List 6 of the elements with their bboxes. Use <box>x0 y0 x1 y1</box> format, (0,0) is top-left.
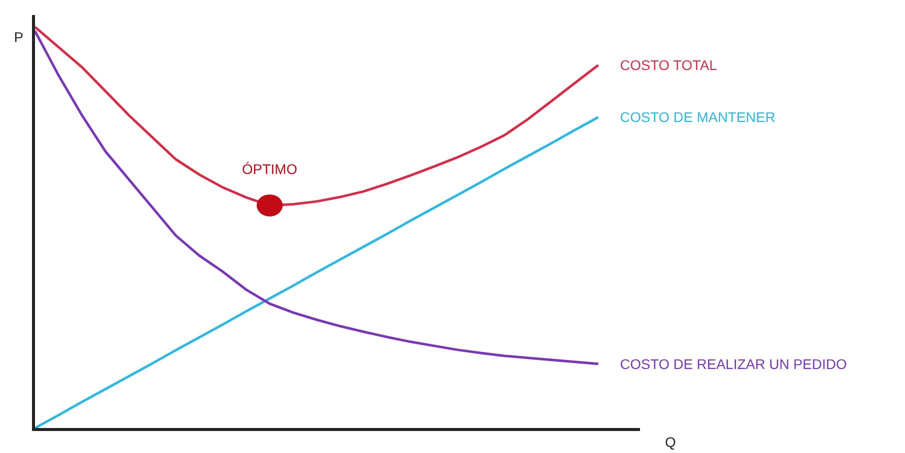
x-axis-title: Q <box>665 434 676 450</box>
annotation: ÓPTIMO <box>242 161 298 177</box>
series-label: COSTO TOTAL <box>620 57 718 73</box>
series-label: COSTO DE MANTENER <box>620 109 776 125</box>
series-label: COSTO DE REALIZAR UN PEDIDO <box>620 356 847 372</box>
y-axis-title: P <box>14 29 24 45</box>
